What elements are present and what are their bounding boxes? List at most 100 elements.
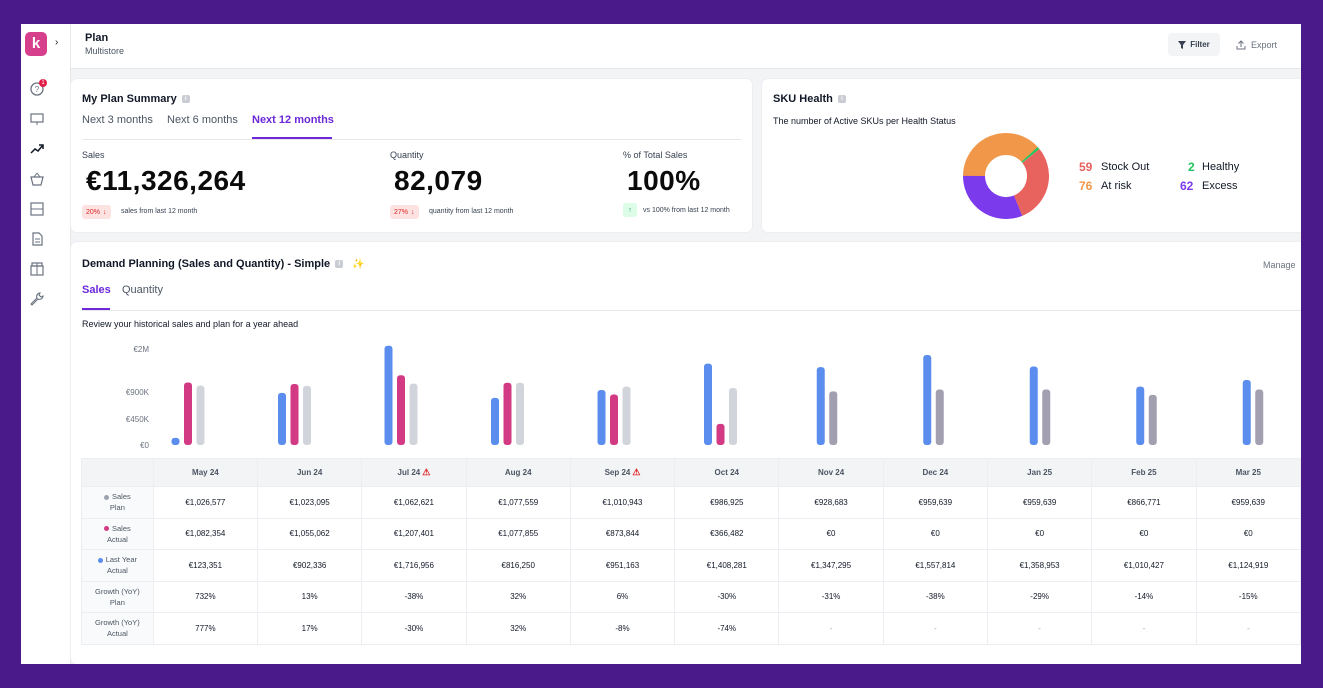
donut-slice-excess[interactable] [963,133,1049,219]
bar-sales-actual[interactable] [503,382,512,445]
table-cell[interactable]: €1,055,062 [257,517,363,550]
tab-next-3-months[interactable]: Next 3 months [82,114,153,126]
table-cell[interactable]: €0 [778,517,884,550]
export-button[interactable]: Export [1236,33,1277,56]
bar-last-year-actual[interactable] [923,354,932,445]
donut-slice-stock-out[interactable] [963,133,1049,219]
table-cell[interactable]: €1,010,427 [1091,549,1197,582]
bar-sales-plan[interactable] [196,385,205,445]
warning-icon[interactable]: ⚠ [632,467,641,477]
bar-sales-plan[interactable] [829,391,838,445]
expand-sidebar-icon[interactable]: › [55,37,59,48]
bar-last-year-actual[interactable] [1136,386,1145,445]
table-cell[interactable]: €959,639 [882,486,988,519]
bar-sales-actual[interactable] [184,382,192,445]
table-cell[interactable]: €1,023,095 [257,486,363,519]
table-cell[interactable]: -38% [882,580,988,613]
filter-button[interactable]: Filter [1168,33,1220,56]
sales-bar-chart[interactable] [155,339,1301,449]
bar-sales-plan[interactable] [303,385,311,445]
table-cell[interactable]: -30% [674,580,780,613]
table-cell[interactable]: €959,639 [986,486,1093,519]
table-cell[interactable]: €1,124,919 [1195,549,1301,582]
donut-slice-healthy[interactable] [963,133,1049,219]
table-cell[interactable]: €866,771 [1091,486,1197,519]
table-cell[interactable]: €1,408,281 [674,549,780,582]
table-cell[interactable]: €1,026,577 [152,486,259,519]
basket-icon[interactable] [29,171,45,187]
table-cell[interactable]: €816,250 [465,549,571,582]
sku-health-donut[interactable] [963,133,1049,219]
bar-sales-actual[interactable] [610,394,618,445]
table-cell[interactable]: 17% [257,612,363,645]
table-cell[interactable]: -8% [569,612,676,645]
bar-last-year-actual[interactable] [384,345,393,445]
document-icon[interactable] [29,231,45,247]
info-icon[interactable]: i [335,260,344,268]
table-cell[interactable]: - [986,612,1093,645]
bar-sales-actual[interactable] [290,384,299,445]
bar-sales-plan[interactable] [1148,394,1157,445]
bar-sales-plan[interactable] [935,389,944,445]
tab-sales[interactable]: Sales [82,284,111,296]
bar-sales-plan[interactable] [1042,389,1051,445]
table-cell[interactable]: -29% [986,580,1093,613]
table-cell[interactable]: - [778,612,884,645]
table-cell[interactable]: €1,358,953 [986,549,1093,582]
table-cell[interactable]: €1,716,956 [361,549,467,582]
table-cell[interactable]: 732% [152,580,259,613]
table-cell[interactable]: €0 [882,517,988,550]
bar-last-year-actual[interactable] [704,363,712,445]
table-cell[interactable]: €928,683 [778,486,884,519]
table-cell[interactable]: €0 [986,517,1093,550]
table-cell[interactable]: 777% [152,612,259,645]
table-cell[interactable]: €123,351 [152,549,259,582]
bar-sales-plan[interactable] [516,382,524,445]
table-cell[interactable]: €1,347,295 [778,549,884,582]
tab-quantity[interactable]: Quantity [122,284,163,296]
app-logo[interactable]: k [25,32,47,56]
table-cell[interactable]: €986,925 [674,486,780,519]
table-cell[interactable]: €1,077,855 [465,517,571,550]
table-cell[interactable]: 6% [569,580,676,613]
table-cell[interactable]: -38% [361,580,467,613]
table-cell[interactable]: -31% [778,580,884,613]
table-cell[interactable]: - [882,612,988,645]
manage-link[interactable]: Manage [1263,260,1296,270]
info-icon[interactable]: i [837,95,846,103]
table-cell[interactable]: 13% [257,580,363,613]
warning-icon[interactable]: ⚠ [422,467,431,477]
table-cell[interactable]: - [1091,612,1197,645]
wrench-icon[interactable] [29,291,45,307]
bar-sales-plan[interactable] [1255,389,1264,445]
bar-sales-plan[interactable] [622,386,631,445]
table-cell[interactable]: €1,557,814 [882,549,988,582]
table-cell[interactable]: - [1195,612,1301,645]
package-icon[interactable] [29,261,45,277]
table-cell[interactable]: €0 [1091,517,1197,550]
bar-last-year-actual[interactable] [1242,380,1251,445]
table-cell[interactable]: €0 [1195,517,1301,550]
table-cell[interactable]: €1,207,401 [361,517,467,550]
table-cell[interactable]: -30% [361,612,467,645]
bar-last-year-actual[interactable] [171,437,180,445]
table-cell[interactable]: 32% [465,612,571,645]
table-cell[interactable]: -14% [1091,580,1197,613]
help-icon[interactable]: ? [29,81,45,97]
table-cell[interactable]: 32% [465,580,571,613]
tab-next-6-months[interactable]: Next 6 months [167,114,238,126]
table-cell[interactable]: €1,062,621 [361,486,467,519]
archive-icon[interactable] [29,201,45,217]
sparkle-icon[interactable]: ✨ [352,258,365,270]
bar-sales-actual[interactable] [397,375,405,445]
table-cell[interactable]: €1,010,943 [569,486,676,519]
trending-up-icon[interactable] [29,141,45,157]
table-cell[interactable]: -74% [674,612,780,645]
table-cell[interactable]: €1,077,559 [465,486,571,519]
bar-sales-plan[interactable] [729,387,737,445]
table-cell[interactable]: €951,163 [569,549,676,582]
bar-last-year-actual[interactable] [491,397,499,445]
bar-last-year-actual[interactable] [1029,366,1038,445]
bar-last-year-actual[interactable] [816,367,825,445]
table-cell[interactable]: €902,336 [257,549,363,582]
